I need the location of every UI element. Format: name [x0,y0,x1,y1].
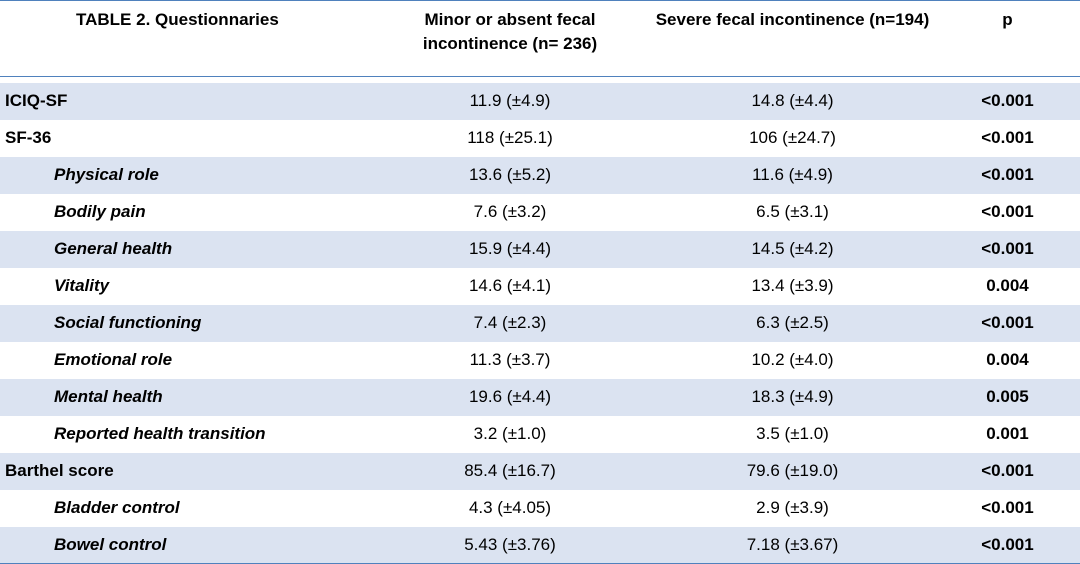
severe-value: 13.4 (±3.9) [751,276,834,295]
severe-value: 10.2 (±4.0) [751,350,834,369]
p-value: <0.001 [981,128,1034,147]
minor-value: 118 (±25.1) [467,128,553,147]
row-label: Vitality [54,276,110,295]
p-value: <0.001 [981,202,1034,221]
severe-value: 106 (±24.7) [749,128,836,147]
severe-value: 14.8 (±4.4) [751,91,834,110]
minor-value: 3.2 (±1.0) [473,424,547,443]
p-value: <0.001 [981,313,1034,332]
table-header-row: TABLE 2. Questionnaries Minor or absent … [0,0,1080,77]
row-label: Barthel score [5,461,114,480]
p-value: <0.001 [981,91,1034,110]
minor-value: 4.3 (±4.05) [468,498,552,517]
row-label: Reported health transition [54,424,266,443]
severe-incontinence-header: Severe fecal incontinence (n=194) [655,10,930,29]
table-row: Mental health 19.6 (±4.4) 18.3 (±4.9) 0.… [0,378,1080,416]
minor-value: 13.6 (±5.2) [468,165,552,184]
p-value: <0.001 [981,239,1034,258]
row-label: General health [54,239,173,258]
row-label: Emotional role [54,350,173,369]
row-label: SF-36 [5,128,52,147]
p-value: 0.004 [986,350,1029,369]
minor-value: 15.9 (±4.4) [468,239,552,258]
row-label: Bodily pain [54,202,146,221]
table-row: Bladder control 4.3 (±4.05) 2.9 (±3.9) <… [0,490,1080,527]
row-label: Physical role [54,165,159,184]
p-value: <0.001 [981,498,1034,517]
table-row: Vitality 14.6 (±4.1) 13.4 (±3.9) 0.004 [0,268,1080,305]
table-row: Social functioning 7.4 (±2.3) 6.3 (±2.5)… [0,304,1080,342]
severe-value: 18.3 (±4.9) [751,387,834,406]
severe-value: 3.5 (±1.0) [756,424,829,443]
table-row: Barthel score 85.4 (±16.7) 79.6 (±19.0) … [0,452,1080,490]
p-value: <0.001 [981,461,1034,480]
severe-value: 79.6 (±19.0) [746,461,839,480]
p-value: <0.001 [981,165,1034,184]
row-label: Bowel control [54,534,167,554]
severe-value: 7.18 (±3.67) [746,534,839,554]
table-row: ICIQ-SF 11.9 (±4.9) 14.8 (±4.4) <0.001 [0,82,1080,120]
minor-value: 19.6 (±4.4) [468,387,552,406]
table-row: Reported health transition 3.2 (±1.0) 3.… [0,416,1080,453]
table-body: ICIQ-SF 11.9 (±4.9) 14.8 (±4.4) <0.001 S… [0,77,1080,564]
table-row: Physical role 13.6 (±5.2) 11.6 (±4.9) <0… [0,156,1080,194]
minor-value: 7.6 (±3.2) [473,202,547,221]
table-row: SF-36 118 (±25.1) 106 (±24.7) <0.001 [0,120,1080,157]
minor-value: 11.3 (±3.7) [469,350,551,369]
table-title-header: TABLE 2. Questionnaries [76,10,279,29]
minor-value: 85.4 (±16.7) [464,461,556,480]
p-value: <0.001 [981,534,1034,554]
row-label: Bladder control [54,498,180,517]
minor-incontinence-header: Minor or absent fecal incontinence (n= 2… [422,10,598,53]
p-value: 0.001 [986,424,1029,443]
minor-value: 7.4 (±2.3) [473,313,547,332]
table-row: Bodily pain 7.6 (±3.2) 6.5 (±3.1) <0.001 [0,194,1080,231]
table-row: Emotional role 11.3 (±3.7) 10.2 (±4.0) 0… [0,342,1080,379]
row-label: ICIQ-SF [5,91,68,110]
minor-value: 14.6 (±4.1) [468,276,552,295]
row-label: Social functioning [54,313,202,332]
severe-value: 6.5 (±3.1) [756,202,829,221]
table-row: General health 15.9 (±4.4) 14.5 (±4.2) <… [0,230,1080,268]
p-value-header: p [1002,10,1013,29]
p-value: 0.005 [986,387,1029,406]
severe-value: 2.9 (±3.9) [756,498,829,517]
minor-value: 11.9 (±4.9) [469,91,551,110]
row-label: Mental health [54,387,163,406]
severe-value: 14.5 (±4.2) [751,239,834,258]
table-row: Bowel control 5.43 (±3.76) 7.18 (±3.67) … [0,526,1080,564]
p-value: 0.004 [986,276,1029,295]
severe-value: 6.3 (±2.5) [756,313,829,332]
severe-value: 11.6 (±4.9) [752,165,833,184]
minor-value: 5.43 (±3.76) [464,534,556,554]
